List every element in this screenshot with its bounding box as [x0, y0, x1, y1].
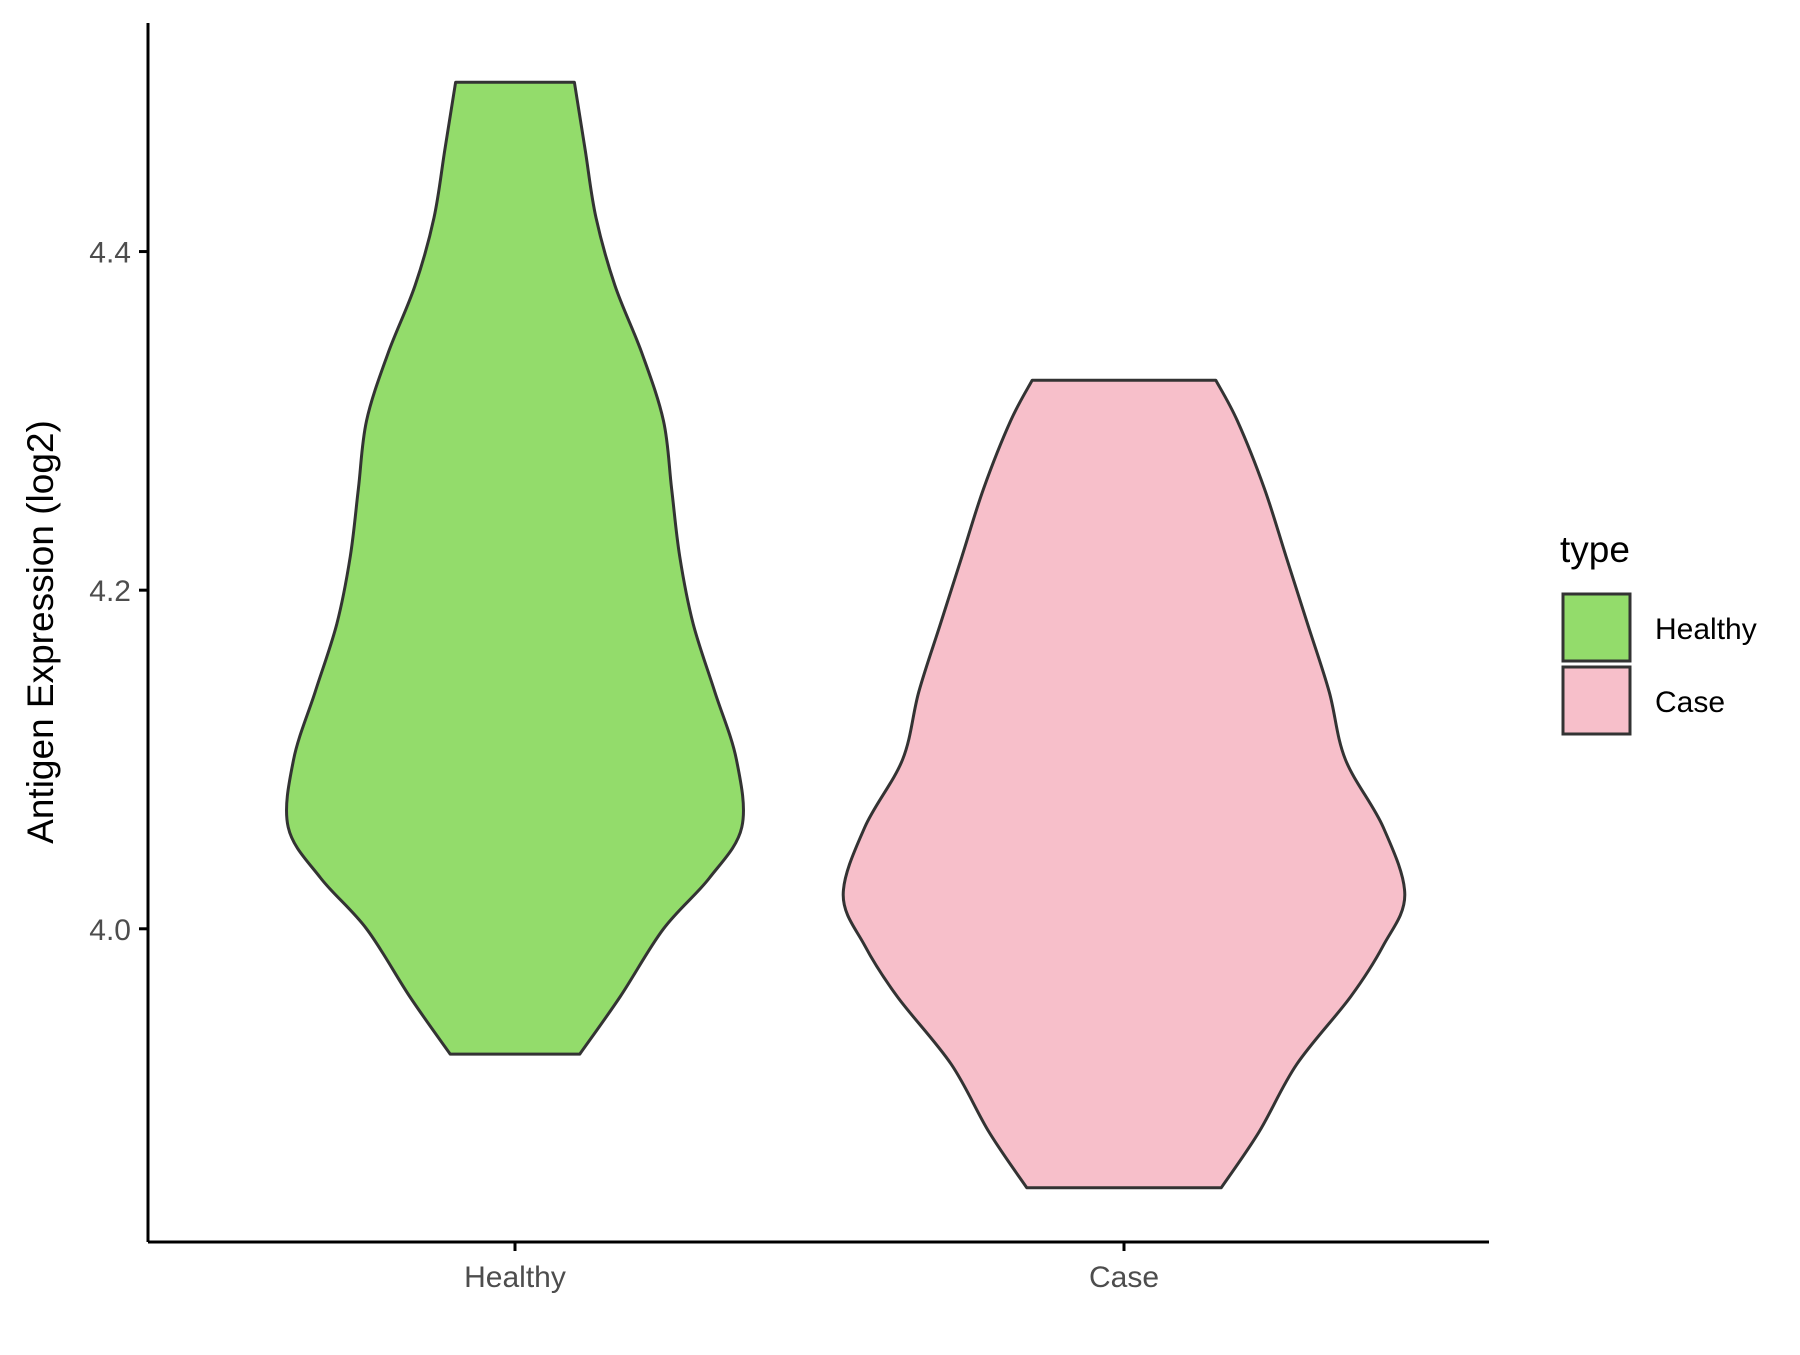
y-axis-title: Antigen Expression (log2): [20, 420, 61, 844]
violin-healthy: [285, 80, 745, 1056]
violin-case: [841, 378, 1407, 1190]
legend: type Healthy Case: [1560, 529, 1757, 736]
violins-group: [285, 80, 1407, 1190]
legend-entries: Healthy Case: [1561, 592, 1757, 736]
legend-swatch-healthy: [1561, 592, 1632, 663]
legend-label-case: Case: [1655, 686, 1725, 719]
legend-swatch-case: [1561, 665, 1632, 736]
y-tick-label: 4.2: [89, 575, 131, 608]
y-tick-label: 4.4: [89, 237, 131, 270]
x-tick-label-case: Case: [1089, 1261, 1159, 1294]
x-ticks-group: Healthy Case: [464, 1242, 1159, 1294]
x-tick-label-healthy: Healthy: [464, 1261, 566, 1294]
y-tick-label: 4.0: [89, 914, 131, 947]
legend-label-healthy: Healthy: [1655, 613, 1757, 646]
y-ticks-group: 4.0 4.2 4.4: [89, 237, 148, 947]
legend-title: type: [1560, 529, 1630, 570]
